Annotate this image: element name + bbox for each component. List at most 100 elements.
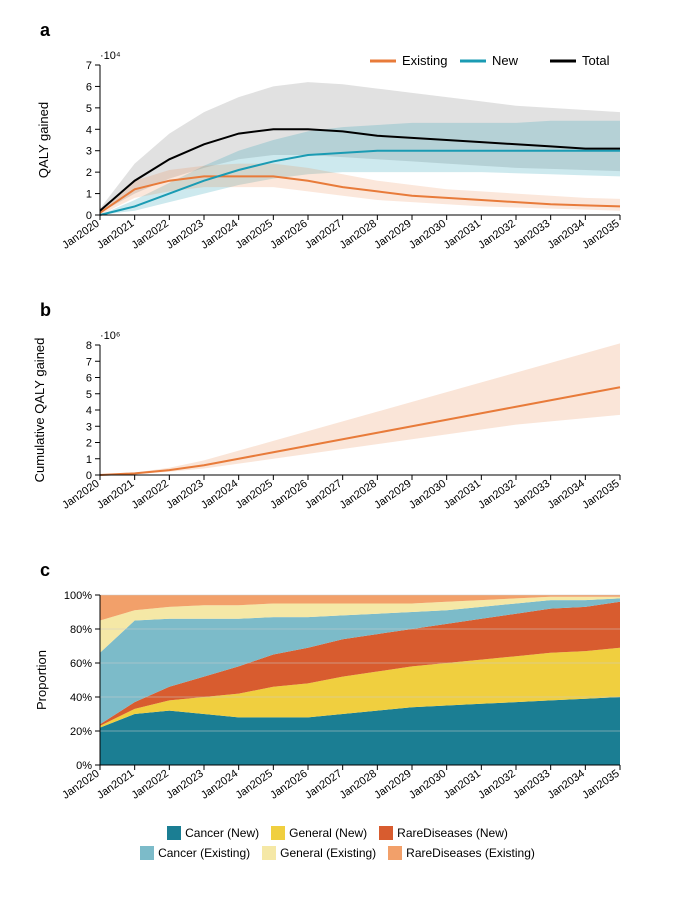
svg-text:Jan2034: Jan2034	[546, 768, 587, 802]
svg-text:Jan2035: Jan2035	[580, 218, 621, 252]
svg-text:Jan2027: Jan2027	[303, 478, 344, 512]
svg-text:Jan2032: Jan2032	[476, 478, 517, 512]
svg-text:80%: 80%	[70, 624, 92, 636]
svg-text:1: 1	[86, 189, 92, 201]
svg-text:2: 2	[86, 167, 92, 179]
legend-item-rare_existing: RareDiseases (Existing)	[388, 846, 535, 860]
svg-text:1: 1	[86, 454, 92, 466]
svg-text:6: 6	[86, 373, 92, 385]
panel-b-label: b	[40, 300, 645, 321]
svg-text:6: 6	[86, 81, 92, 93]
svg-text:Jan2031: Jan2031	[442, 478, 483, 512]
svg-text:Jan2026: Jan2026	[268, 768, 309, 802]
exponent-label: ·10⁶	[100, 330, 120, 342]
band-cumulative	[100, 343, 620, 475]
y-axis-title: QALY gained	[36, 102, 51, 178]
svg-text:Jan2029: Jan2029	[372, 218, 413, 252]
legend-swatch-general_new	[271, 826, 285, 840]
legend-item-cancer_new: Cancer (New)	[167, 826, 259, 840]
svg-text:7: 7	[86, 60, 92, 72]
svg-text:2: 2	[86, 438, 92, 450]
legend-label-new: New	[492, 53, 519, 68]
svg-text:5: 5	[86, 389, 92, 401]
y-axis-title: Proportion	[34, 650, 49, 710]
svg-text:Jan2033: Jan2033	[511, 768, 552, 802]
legend-swatch-cancer_existing	[140, 846, 154, 860]
svg-text:60%: 60%	[70, 658, 92, 670]
svg-text:Jan2020: Jan2020	[60, 478, 101, 512]
svg-text:Jan2029: Jan2029	[372, 768, 413, 802]
svg-text:Jan2020: Jan2020	[60, 218, 101, 252]
svg-text:Jan2023: Jan2023	[164, 478, 205, 512]
legend-item-rare_new: RareDiseases (New)	[379, 826, 508, 840]
legend-label-cancer_new: Cancer (New)	[185, 826, 259, 840]
svg-text:Jan2021: Jan2021	[95, 478, 136, 512]
legend-swatch-rare_existing	[388, 846, 402, 860]
svg-text:Jan2030: Jan2030	[407, 218, 448, 252]
svg-text:Jan2025: Jan2025	[234, 478, 275, 512]
svg-text:Jan2024: Jan2024	[199, 218, 240, 252]
svg-text:Jan2034: Jan2034	[546, 218, 587, 252]
legend-item-general_existing: General (Existing)	[262, 846, 376, 860]
svg-text:40%: 40%	[70, 692, 92, 704]
panel-c-legend-row-1: Cancer (New) General (New) RareDiseases (N…	[30, 826, 645, 840]
svg-text:Jan2035: Jan2035	[580, 478, 621, 512]
legend-item-cancer_existing: Cancer (Existing)	[140, 846, 250, 860]
legend-label-cancer_existing: Cancer (Existing)	[158, 846, 250, 860]
exponent-label: ·10⁴	[100, 50, 121, 62]
svg-text:Jan2025: Jan2025	[234, 768, 275, 802]
svg-text:Jan2032: Jan2032	[476, 218, 517, 252]
svg-text:Jan2021: Jan2021	[95, 768, 136, 802]
svg-text:Jan2027: Jan2027	[303, 768, 344, 802]
legend-swatch-rare_new	[379, 826, 393, 840]
svg-text:4: 4	[86, 124, 92, 136]
svg-text:20%: 20%	[70, 726, 92, 738]
panel-c-chart: 0%20%40%60%80%100%Jan2020Jan2021Jan2022J…	[30, 585, 645, 820]
svg-text:Jan2033: Jan2033	[511, 218, 552, 252]
svg-text:Jan2024: Jan2024	[199, 768, 240, 802]
svg-text:Jan2026: Jan2026	[268, 218, 309, 252]
legend-label-general_new: General (New)	[289, 826, 367, 840]
legend-swatch-cancer_new	[167, 826, 181, 840]
svg-text:Jan2030: Jan2030	[407, 478, 448, 512]
svg-text:7: 7	[86, 356, 92, 368]
svg-text:Jan2030: Jan2030	[407, 768, 448, 802]
svg-text:3: 3	[86, 146, 92, 158]
svg-text:Jan2022: Jan2022	[130, 478, 171, 512]
legend-label-existing: Existing	[402, 53, 448, 68]
svg-text:Jan2028: Jan2028	[338, 218, 379, 252]
svg-text:Jan2026: Jan2026	[268, 478, 309, 512]
svg-text:Jan2031: Jan2031	[442, 768, 483, 802]
panel-b: b 012345678Jan2020Jan2021Jan2022Jan2023J…	[30, 300, 645, 530]
panel-a: a 01234567Jan2020Jan2021Jan2022Jan2023Ja…	[30, 20, 645, 270]
svg-text:Jan2032: Jan2032	[476, 768, 517, 802]
panel-a-chart: 01234567Jan2020Jan2021Jan2022Jan2023Jan2…	[30, 45, 645, 270]
svg-text:Jan2023: Jan2023	[164, 768, 205, 802]
svg-text:100%: 100%	[64, 590, 92, 602]
svg-text:5: 5	[86, 103, 92, 115]
svg-text:Jan2023: Jan2023	[164, 218, 205, 252]
legend-label-total: Total	[582, 53, 610, 68]
panel-b-chart: 012345678Jan2020Jan2021Jan2022Jan2023Jan…	[30, 325, 645, 530]
svg-text:Jan2028: Jan2028	[338, 768, 379, 802]
svg-text:Jan2031: Jan2031	[442, 218, 483, 252]
svg-text:4: 4	[86, 405, 92, 417]
svg-text:Jan2022: Jan2022	[130, 768, 171, 802]
svg-text:Jan2033: Jan2033	[511, 478, 552, 512]
svg-text:Jan2022: Jan2022	[130, 218, 171, 252]
legend-swatch-general_existing	[262, 846, 276, 860]
svg-text:Jan2021: Jan2021	[95, 218, 136, 252]
panel-c: c 0%20%40%60%80%100%Jan2020Jan2021Jan202…	[30, 560, 645, 860]
legend-label-rare_new: RareDiseases (New)	[397, 826, 508, 840]
svg-text:Jan2025: Jan2025	[234, 218, 275, 252]
panel-c-label: c	[40, 560, 645, 581]
panel-a-label: a	[40, 20, 645, 41]
legend-label-rare_existing: RareDiseases (Existing)	[406, 846, 535, 860]
svg-text:Jan2034: Jan2034	[546, 478, 587, 512]
svg-text:Jan2020: Jan2020	[60, 768, 101, 802]
svg-text:8: 8	[86, 340, 92, 352]
svg-text:Jan2029: Jan2029	[372, 478, 413, 512]
svg-text:Jan2027: Jan2027	[303, 218, 344, 252]
svg-text:Jan2035: Jan2035	[580, 768, 621, 802]
panel-c-legend-row-2: Cancer (Existing) General (Existing) RareD…	[30, 846, 645, 860]
